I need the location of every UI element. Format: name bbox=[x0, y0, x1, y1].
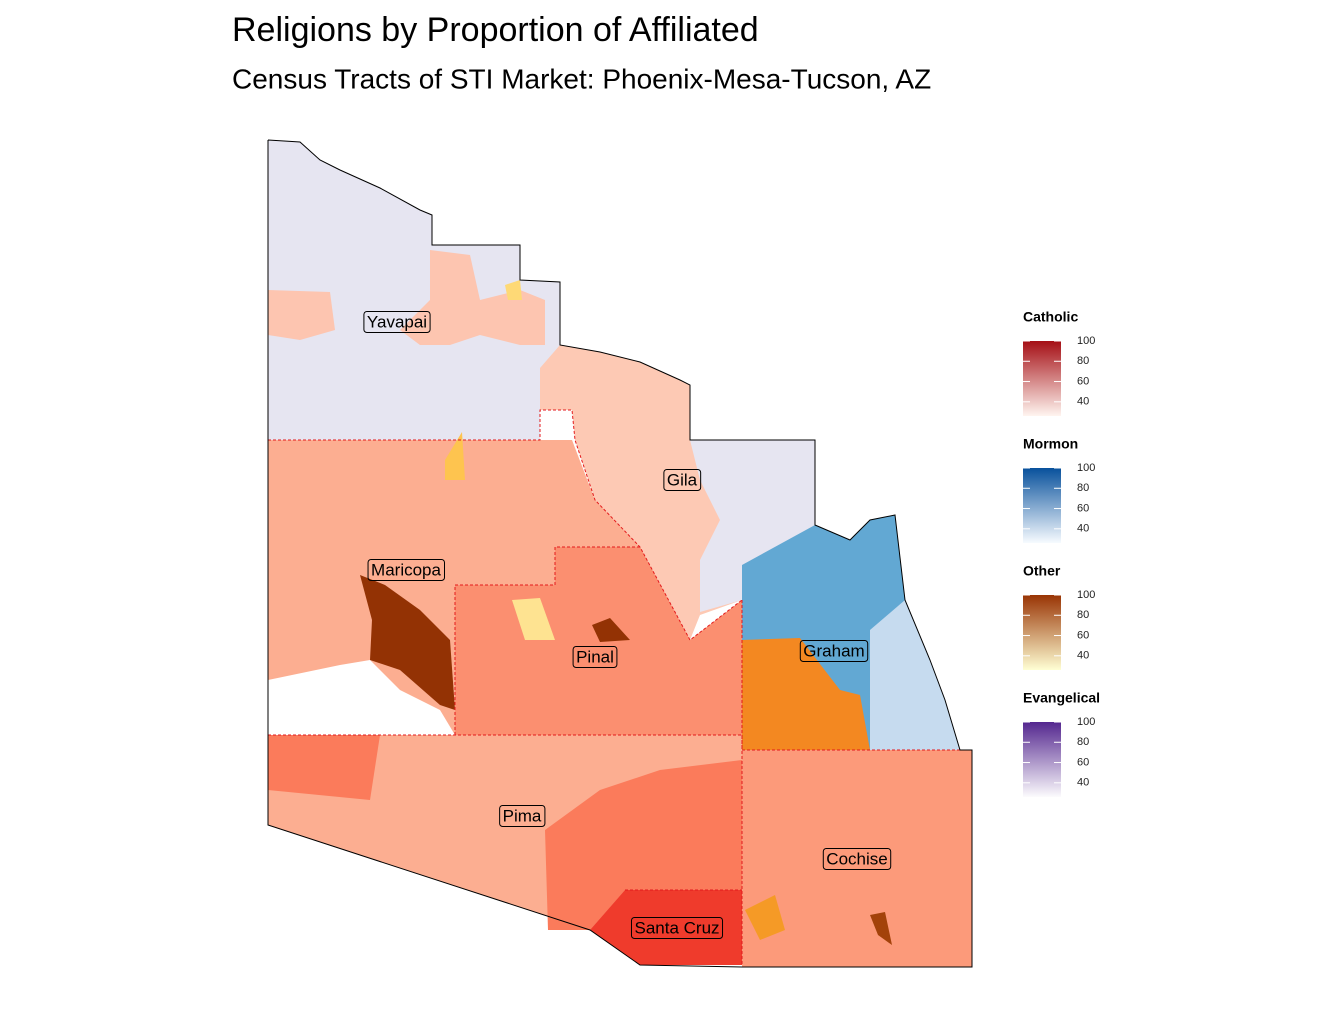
yavapai-tracts bbox=[505, 280, 522, 300]
cochise-other bbox=[745, 895, 785, 940]
county-label: Santa Cruz bbox=[630, 916, 724, 939]
santa-cruz-area bbox=[590, 890, 742, 965]
legend-tick-label: 40 bbox=[1077, 523, 1089, 535]
legend-tick-label: 40 bbox=[1077, 777, 1089, 789]
legend-colorbar bbox=[1023, 341, 1061, 416]
county-name: Cochise bbox=[826, 849, 887, 868]
pima-tracts bbox=[545, 760, 742, 930]
label-box bbox=[499, 804, 546, 827]
legend-tick-label: 60 bbox=[1077, 629, 1089, 641]
legend-tick-label: 100 bbox=[1077, 589, 1095, 601]
pinal-area bbox=[455, 547, 742, 735]
pinal-other bbox=[592, 618, 630, 642]
legend-tick-label: 100 bbox=[1077, 462, 1095, 474]
legends: Catholic 100 80 60 40 Mormon 100 80 60 40 Other 100… bbox=[1023, 309, 1100, 797]
gila-lavender bbox=[690, 440, 815, 612]
maricopa-other bbox=[445, 432, 465, 480]
legend-tick-label: 40 bbox=[1077, 396, 1089, 408]
legend-tick-label: 60 bbox=[1077, 375, 1089, 387]
county-label: Yavapai bbox=[363, 310, 431, 333]
legend-tick-label: 100 bbox=[1077, 335, 1095, 347]
legend-tick-label: 80 bbox=[1077, 736, 1089, 748]
county-border bbox=[268, 409, 743, 641]
legend-title: Other bbox=[1023, 563, 1061, 579]
graham-lighter bbox=[870, 600, 960, 750]
legend-colorbar bbox=[1023, 595, 1061, 670]
maricopa-area bbox=[268, 440, 640, 735]
legend-tick-label: 40 bbox=[1077, 650, 1089, 662]
label-box bbox=[822, 847, 892, 870]
maricopa-other bbox=[360, 575, 455, 710]
legend-title: Mormon bbox=[1023, 436, 1078, 452]
county-label: Pinal bbox=[572, 645, 618, 668]
gila-area bbox=[540, 345, 815, 640]
cochise-other bbox=[870, 912, 892, 945]
county-name: Graham bbox=[803, 641, 864, 660]
county-name: Santa Cruz bbox=[634, 918, 719, 937]
legend-tick-label: 60 bbox=[1077, 502, 1089, 514]
legend-tick-label: 80 bbox=[1077, 355, 1089, 367]
label-box bbox=[630, 916, 724, 939]
county-name: Yavapai bbox=[367, 312, 427, 331]
pinal-other bbox=[512, 598, 555, 640]
county-label: Graham bbox=[799, 639, 869, 662]
title: Religions by Proportion of Affiliated bbox=[232, 11, 759, 49]
county-name: Gila bbox=[667, 470, 698, 489]
state-outline bbox=[267, 139, 973, 968]
label-box bbox=[572, 645, 618, 668]
county-border bbox=[454, 546, 640, 735]
map-shapes bbox=[267, 139, 973, 968]
legend-tick-label: 80 bbox=[1077, 609, 1089, 621]
county-border bbox=[741, 600, 972, 751]
county-label: Gila bbox=[663, 468, 702, 491]
graham-other bbox=[742, 638, 870, 750]
county-label: Cochise bbox=[822, 847, 892, 870]
label-box bbox=[663, 468, 702, 491]
legend-tick-label: 100 bbox=[1077, 716, 1095, 728]
county-name: Pinal bbox=[576, 647, 614, 666]
subtitle: Census Tracts of STI Market: Phoenix-Mes… bbox=[232, 63, 931, 94]
county-name: Maricopa bbox=[371, 560, 441, 579]
county-border bbox=[268, 734, 743, 965]
yavapai-tracts bbox=[268, 290, 335, 340]
yavapai-tracts bbox=[400, 250, 545, 345]
legend-title: Evangelical bbox=[1023, 690, 1100, 706]
county-label: Maricopa bbox=[367, 558, 446, 581]
legend-tick-label: 60 bbox=[1077, 756, 1089, 768]
county-name: Pima bbox=[503, 806, 542, 825]
pima-tracts bbox=[268, 735, 380, 800]
legend-colorbar bbox=[1023, 722, 1061, 797]
county-label: Pima bbox=[499, 804, 546, 827]
cochise-area bbox=[742, 750, 972, 967]
county-labels: Yavapai Gila Maricopa Pinal Graham Pima … bbox=[363, 310, 892, 939]
legend-tick-label: 80 bbox=[1077, 482, 1089, 494]
label-box bbox=[367, 558, 446, 581]
legend-title: Catholic bbox=[1023, 309, 1078, 325]
label-box bbox=[799, 639, 869, 662]
maricopa-missing bbox=[268, 660, 455, 735]
label-box bbox=[363, 310, 431, 333]
legend-colorbar bbox=[1023, 468, 1061, 543]
